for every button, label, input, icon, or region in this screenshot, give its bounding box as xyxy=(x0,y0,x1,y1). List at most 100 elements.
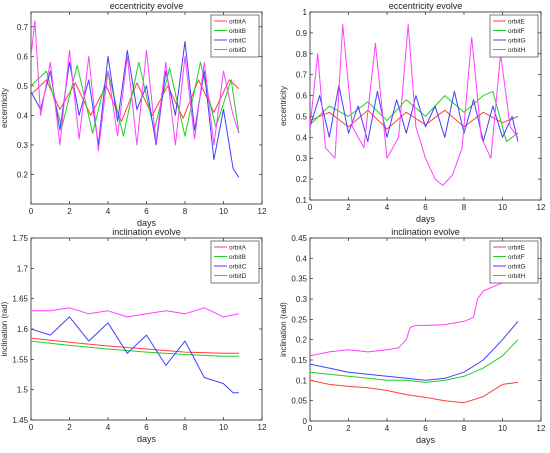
x-tick-label: 10 xyxy=(219,207,228,216)
x-tick-label: 6 xyxy=(423,424,428,433)
legend-label: orbitF xyxy=(508,254,525,261)
y-tick-label: 0.3 xyxy=(296,295,308,304)
series-line-orbitE xyxy=(310,109,519,130)
y-axis-label: inclination (rad) xyxy=(279,302,288,357)
x-tick-label: 8 xyxy=(462,203,467,212)
x-tick-label: 2 xyxy=(346,203,351,212)
y-tick-label: 1 xyxy=(303,8,308,17)
legend: orbitA orbitB orbitC orbitD xyxy=(210,14,260,58)
y-tick-label: 0 xyxy=(303,417,308,426)
y-tick-label: 0.3 xyxy=(17,141,29,150)
y-tick-label: 0.8 xyxy=(296,50,308,59)
series-line-orbitF xyxy=(310,339,519,383)
legend-label: orbitG xyxy=(508,38,526,45)
x-tick-label: 2 xyxy=(346,424,351,433)
series-group xyxy=(310,24,519,186)
x-tick-label: 4 xyxy=(106,423,111,432)
y-tick-label: 0.5 xyxy=(296,112,308,121)
legend-label: orbitD xyxy=(229,47,247,54)
legend-label: orbitC xyxy=(229,38,247,45)
x-tick-label: 4 xyxy=(385,203,390,212)
y-tick-label: 0.6 xyxy=(17,52,29,61)
x-tick-label: 2 xyxy=(67,207,72,216)
y-tick-label: 0.2 xyxy=(296,336,308,345)
legend: orbitE orbitF orbitG orbitH xyxy=(489,240,539,284)
legend: orbitE orbitF orbitG orbitH xyxy=(489,14,539,58)
x-tick-label: 8 xyxy=(183,207,188,216)
x-tick-label: 12 xyxy=(537,203,546,212)
y-tick-label: 0.35 xyxy=(291,275,307,284)
series-line-orbitG xyxy=(310,321,519,381)
x-tick-label: 0 xyxy=(308,424,313,433)
x-tick-label: 8 xyxy=(462,424,467,433)
series-line-orbitD xyxy=(31,20,240,152)
legend-label: orbitC xyxy=(229,264,247,271)
chart-3: inclination evolve 0 2 4 6 8 10 12 1.45 1.5 1.55 1.… xyxy=(0,227,267,444)
x-axis-label: days xyxy=(137,434,157,444)
x-tick-label: 8 xyxy=(183,423,188,432)
series-line-orbitG xyxy=(310,84,519,142)
x-tick-label: 12 xyxy=(537,424,546,433)
x-tick-label: 6 xyxy=(144,423,149,432)
legend: orbitA orbitB orbitC orbitD xyxy=(210,240,260,284)
y-tick-label: 1.45 xyxy=(12,416,28,425)
x-tick-label: 10 xyxy=(219,423,228,432)
x-tick-label: 10 xyxy=(498,424,507,433)
legend-label: orbitA xyxy=(229,245,247,252)
y-tick-label: 0.7 xyxy=(17,23,29,32)
chart-title: eccentricity evolve xyxy=(389,1,463,11)
x-tick-label: 6 xyxy=(144,207,149,216)
x-tick-label: 4 xyxy=(385,424,390,433)
x-tick-label: 0 xyxy=(308,203,313,212)
y-axis-label: eccentricity xyxy=(0,88,9,128)
legend-label: orbitB xyxy=(229,28,246,35)
y-tick-label: 1.75 xyxy=(12,234,28,243)
y-tick-label: 0.15 xyxy=(291,356,307,365)
legend-label: orbitA xyxy=(229,19,247,26)
legend-label: orbitH xyxy=(508,273,526,280)
chart-4: inclination evolve 0 2 4 6 8 10 12 0 0.05 0.1 0.15 0… xyxy=(279,227,546,445)
y-tick-label: 1.6 xyxy=(17,325,29,334)
series-line-orbitB xyxy=(31,61,240,137)
y-tick-label: 0.05 xyxy=(291,397,307,406)
legend-label: orbitF xyxy=(508,28,525,35)
chart-1: eccentricity evolve 0 2 4 6 8 10 12 0.2 0.3 0.4 0.5… xyxy=(0,1,267,228)
legend-label: orbitE xyxy=(508,245,526,252)
y-tick-label: 1.7 xyxy=(17,264,29,273)
y-tick-label: 0.4 xyxy=(296,254,308,263)
y-tick-label: 0.4 xyxy=(296,133,308,142)
y-tick-label: 0.9 xyxy=(296,29,308,38)
series-line-orbitF xyxy=(310,90,519,142)
y-tick-label: 1.65 xyxy=(12,295,28,304)
y-tick-label: 1.55 xyxy=(12,355,28,364)
series-group xyxy=(310,276,519,404)
chart-title: inclination evolve xyxy=(391,227,460,237)
series-line-orbitB xyxy=(31,340,239,357)
chart-title: inclination evolve xyxy=(112,227,181,237)
y-tick-label: 0.1 xyxy=(296,376,308,385)
y-tick-label: 0.2 xyxy=(296,175,308,184)
y-tick-label: 0.25 xyxy=(291,315,307,324)
series-line-orbitE xyxy=(310,379,518,404)
series-line-orbitC xyxy=(31,316,239,394)
x-axis-label: days xyxy=(137,218,157,228)
x-axis-label: days xyxy=(416,435,436,445)
y-tick-label: 0.7 xyxy=(296,71,308,80)
series-line-orbitH xyxy=(310,276,519,357)
y-tick-label: 0.3 xyxy=(296,154,308,163)
series-group xyxy=(31,307,239,394)
series-line-orbitH xyxy=(310,24,519,186)
y-tick-label: 1.5 xyxy=(17,386,29,395)
chart-title: eccentricity evolve xyxy=(110,1,184,11)
y-axis-label: inclination (rad) xyxy=(0,301,9,356)
x-tick-label: 2 xyxy=(67,423,72,432)
y-tick-label: 0.1 xyxy=(296,196,308,205)
y-tick-label: 0.45 xyxy=(291,234,307,243)
y-axis-label: eccentricity xyxy=(279,86,288,126)
x-tick-label: 0 xyxy=(29,423,34,432)
x-tick-label: 12 xyxy=(258,207,267,216)
y-tick-label: 0.5 xyxy=(17,82,29,91)
y-tick-label: 0.4 xyxy=(17,111,29,120)
y-tick-label: 0.2 xyxy=(17,170,29,179)
